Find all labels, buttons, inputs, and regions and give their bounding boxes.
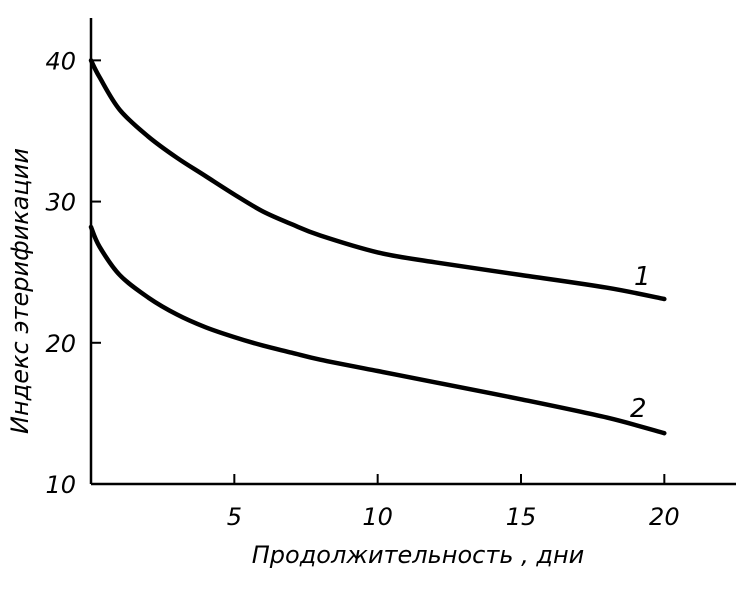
series-label-2: 2 xyxy=(630,394,647,424)
series-line-2 xyxy=(88,224,667,436)
x-axis-title: Продолжительность , дни xyxy=(252,541,585,569)
y-tick-label: 10 xyxy=(45,471,76,499)
series-line-1 xyxy=(88,58,667,302)
x-tick-label: 15 xyxy=(506,503,537,531)
x-tick-label: 10 xyxy=(362,503,393,531)
y-tick-label: 30 xyxy=(45,189,76,217)
y-axis-title: Индекс этерификации xyxy=(6,148,34,434)
axes xyxy=(89,18,736,486)
x-tick-label: 5 xyxy=(227,503,242,531)
series-label-1: 1 xyxy=(634,262,651,292)
labels: Продолжительность , дни Индекс этерифика… xyxy=(6,148,584,569)
y-tick-label: 40 xyxy=(45,47,76,75)
x-tick-label: 20 xyxy=(649,503,680,531)
ticks: 5 10 15 20 10 20 30 40 xyxy=(45,47,679,531)
y-tick-label: 20 xyxy=(45,330,76,358)
series: 12 xyxy=(88,58,667,436)
